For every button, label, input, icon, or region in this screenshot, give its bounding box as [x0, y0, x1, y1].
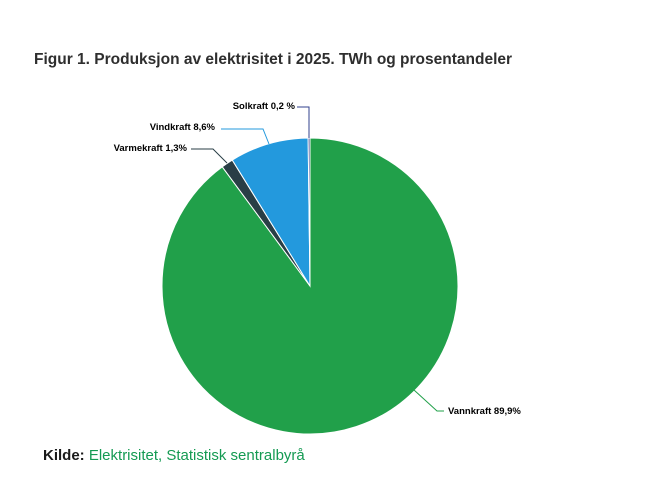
data-label-vannkraft: Vannkraft 89,9% [448, 406, 521, 417]
data-label-vindkraft: Vindkraft 8,6% [149, 122, 215, 133]
source-line: Kilde: Elektrisitet, Statistisk sentralb… [43, 447, 305, 464]
chart-title: Figur 1. Produksjon av elektrisitet i 20… [34, 51, 513, 68]
connector-vannkraft [413, 389, 444, 412]
connector-varmekraft [191, 148, 228, 164]
data-label-varmekraft: Varmekraft 1,3% [113, 143, 187, 154]
source-link[interactable]: Elektrisitet, Statistisk sentralbyrå [88, 447, 305, 464]
connector-solkraft [297, 106, 310, 138]
source-prefix: Kilde: [43, 447, 85, 464]
data-label-solkraft: Solkraft 0,2 % [232, 101, 295, 112]
connector-vindkraft [221, 128, 270, 145]
pie-slice-solkraft[interactable] [307, 137, 311, 287]
